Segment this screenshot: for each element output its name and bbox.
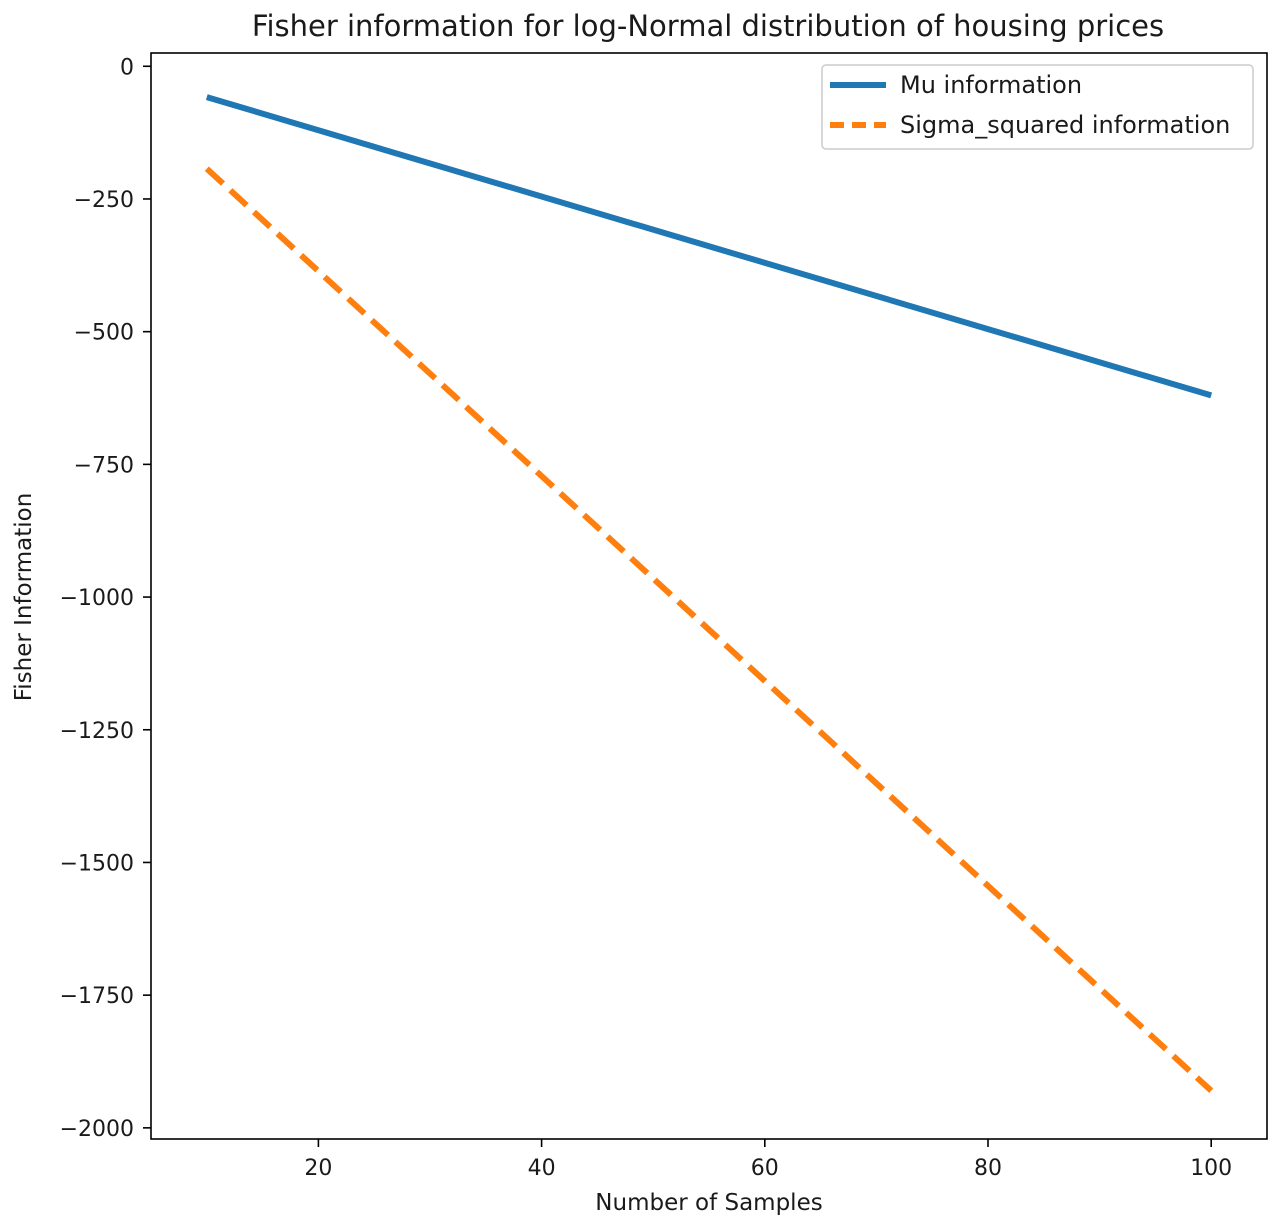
x-tick-label: 20 — [304, 1156, 332, 1181]
legend-box — [821, 64, 1254, 150]
x-axis-label: Number of Samples — [595, 1190, 822, 1216]
legend: Mu information Sigma_squared information — [821, 64, 1254, 150]
plot-frame — [150, 52, 1268, 1140]
x-tick-label: 40 — [528, 1156, 556, 1181]
y-tick-label: −500 — [74, 321, 134, 346]
y-tick-label: −750 — [74, 453, 134, 478]
y-tick-label: −1750 — [60, 984, 134, 1009]
y-tick-label: −250 — [74, 188, 134, 213]
y-axis-label: Fisher Information — [11, 493, 37, 702]
series-line-1 — [205, 94, 1213, 399]
x-tick-label: 80 — [974, 1156, 1002, 1181]
y-tick-label: 0 — [120, 55, 134, 80]
y-axis-ticks: 0 −250 −500 −750 −1000 −1250 −1500 −1750 −2000 — [60, 55, 151, 1142]
y-tick-label: −1000 — [60, 586, 134, 611]
x-tick-label: 60 — [751, 1156, 779, 1181]
legend-label-2: Sigma_squared information — [900, 111, 1230, 139]
series-line-2 — [204, 166, 1214, 1093]
x-axis-ticks: 20 40 60 80 100 — [304, 1139, 1232, 1181]
chart-title: Fisher information for log-Normal distri… — [252, 9, 1164, 43]
legend-label-1: Mu information — [900, 71, 1082, 99]
y-tick-label: −1250 — [60, 719, 134, 744]
plot-lines — [204, 94, 1214, 1093]
y-tick-label: −2000 — [60, 1117, 134, 1142]
y-tick-label: −1500 — [60, 851, 134, 876]
x-tick-label: 100 — [1190, 1156, 1232, 1181]
